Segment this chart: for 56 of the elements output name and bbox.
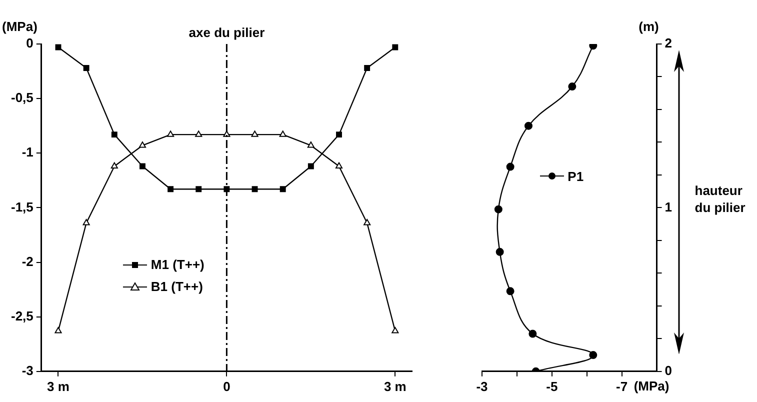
point	[392, 327, 399, 334]
x-tick-label: -5	[546, 378, 558, 394]
point	[506, 162, 514, 171]
y-tick-label: -2	[22, 254, 34, 269]
point	[110, 162, 118, 168]
x-tick-label: 3 m	[384, 378, 406, 394]
point	[364, 218, 371, 226]
point	[54, 327, 62, 334]
point	[506, 287, 514, 296]
legend-label: M1 (T++)	[150, 257, 204, 272]
point	[280, 186, 286, 192]
point	[308, 163, 314, 170]
point	[307, 141, 314, 148]
point	[335, 162, 343, 168]
point	[168, 186, 174, 192]
ref-line-label: axe du pilier	[188, 25, 265, 40]
point	[252, 186, 258, 192]
point	[251, 130, 258, 137]
y-axis-title: (MPa)	[2, 19, 38, 34]
y-tick-label: -1	[22, 144, 34, 160]
point	[279, 130, 286, 137]
legend-label: P1	[568, 168, 584, 184]
point	[83, 65, 90, 71]
point	[167, 130, 174, 137]
point	[336, 132, 342, 138]
y-tick-label: 0	[26, 36, 34, 51]
point	[140, 163, 146, 170]
y-tick-label: 0	[664, 362, 672, 378]
x-tick-label: 0	[223, 378, 230, 394]
point	[589, 351, 598, 360]
x-axis-title: (MPa)	[634, 378, 670, 394]
y-tick-label: 2	[664, 36, 672, 51]
text: hauteur du pilier	[694, 182, 746, 216]
y-tick-label: -1,5	[10, 199, 34, 214]
point	[496, 248, 504, 256]
point	[111, 132, 118, 138]
x-tick-label: -7	[616, 378, 628, 394]
point	[589, 44, 598, 50]
y-tick-label: -2,5	[10, 308, 34, 324]
legend-label: B1 (T++)	[150, 279, 203, 294]
x-tick-label: 3 m	[47, 378, 70, 394]
point	[195, 130, 202, 137]
x-tick-label: -3	[476, 378, 488, 394]
point	[528, 330, 537, 338]
y-tick-label: -3	[22, 362, 34, 378]
y-tick-label: 1	[664, 199, 672, 214]
y-tick-label: -0,5	[10, 90, 34, 106]
point	[568, 82, 576, 91]
point	[138, 141, 146, 148]
point	[494, 205, 502, 214]
point	[364, 65, 370, 71]
point	[524, 122, 532, 130]
y-axis-title: (m)	[638, 19, 659, 34]
point	[392, 44, 398, 50]
point	[196, 186, 202, 192]
point	[82, 218, 90, 226]
